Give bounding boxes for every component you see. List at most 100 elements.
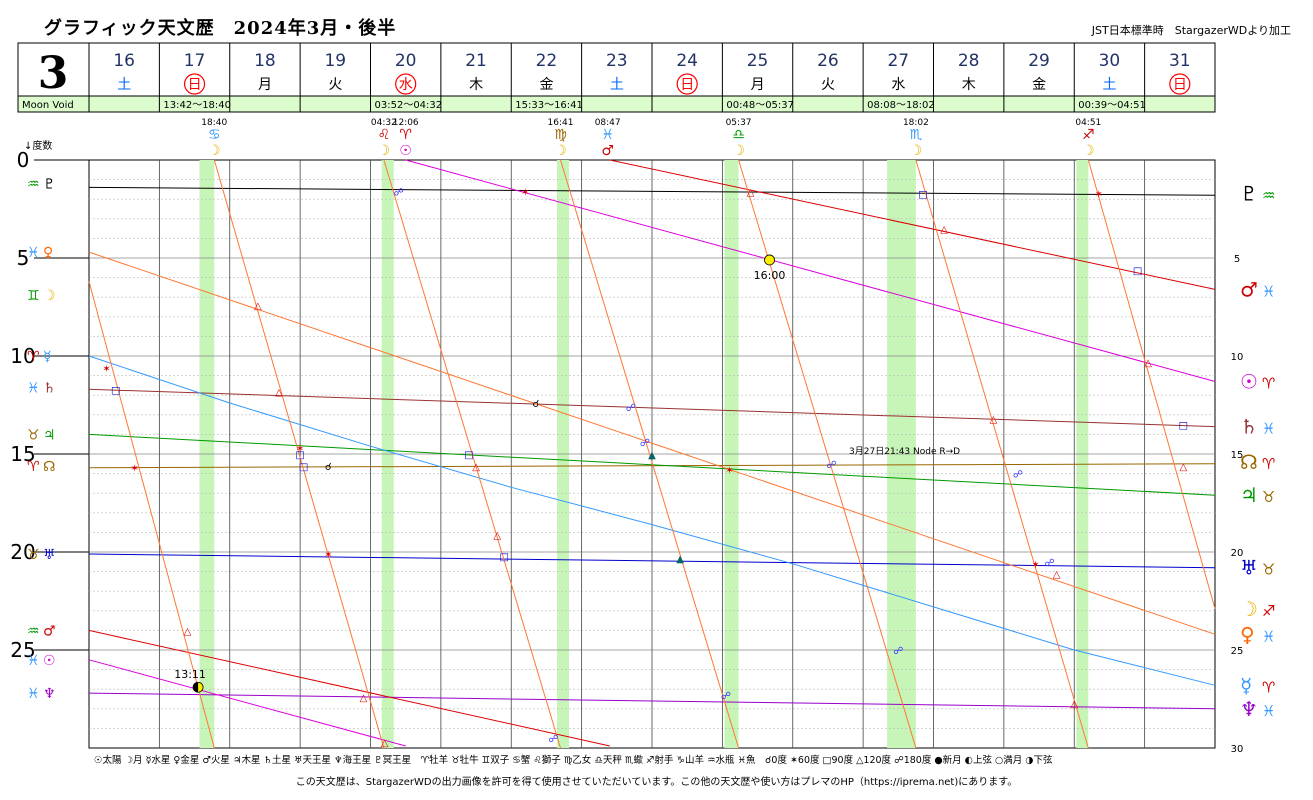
day-of-week: 月 (751, 77, 765, 93)
moon-void-period: 00:39〜04:51 (1078, 100, 1146, 111)
left-body-glyph: ♅ (43, 547, 56, 563)
right-body-glyph: ☿ (1240, 673, 1252, 697)
aspect-mark: ✶ (131, 464, 139, 475)
ingress-sign: ♌ (378, 127, 391, 143)
aspect-mark: □ (464, 450, 473, 461)
planet-line-☊ (88, 463, 1216, 469)
left-body-glyph: ☉ (43, 653, 56, 669)
right-sign-glyph: ♈ (1262, 678, 1275, 696)
right-tick-label: 5 (1234, 254, 1240, 265)
day-number: 30 (1099, 51, 1121, 71)
day-number: 20 (395, 51, 417, 71)
day-of-week: 火 (328, 77, 342, 93)
day-number: 25 (747, 51, 769, 71)
day-of-week: 土 (610, 77, 624, 93)
right-body-glyph: ♇ (1240, 181, 1258, 205)
left-tick-label: 25 (10, 638, 35, 662)
aspect-mark: □ (1133, 266, 1142, 277)
ingress-time: 16:41 (548, 118, 574, 128)
calendar-header-frame (17, 42, 1216, 97)
aspect-mark: ☍ (893, 646, 903, 657)
aspect-mark: □ (111, 385, 120, 396)
right-body-glyph: ♆ (1240, 697, 1258, 721)
planet-line-☉ (88, 659, 406, 747)
left-tick-label: 15 (10, 442, 35, 466)
aspect-mark: □ (499, 552, 508, 563)
left-body-glyph: ☿ (43, 349, 52, 365)
day-number: 16 (113, 51, 135, 71)
left-body-glyph: ♂ (43, 623, 56, 639)
planet-line-☽ (383, 159, 561, 749)
day-of-week: 木 (962, 77, 976, 93)
holiday-circle (1169, 73, 1191, 95)
right-body-glyph: ♃ (1240, 483, 1258, 507)
planet-line-♂ (609, 159, 1216, 290)
left-body-glyph: ♃ (43, 427, 56, 443)
ingress-body: ☽ (1082, 143, 1095, 159)
eclipse-shadow (193, 682, 199, 693)
day-of-week: 木 (469, 77, 483, 93)
day-of-week: 金 (1032, 77, 1046, 93)
aspect-mark: ☍ (826, 460, 836, 471)
aspect-mark: △ (184, 626, 192, 637)
ingress-time: 05:37 (726, 118, 752, 128)
planet-line-☉ (405, 159, 1216, 382)
month-number: 3 (38, 48, 69, 99)
left-body-glyph: ☊ (43, 459, 55, 475)
node-note: 3月27日21:43 Node R→D (849, 446, 960, 457)
aspect-mark: ✶ (1031, 560, 1039, 571)
day-of-week: 金 (539, 77, 553, 93)
right-body-glyph: ♄ (1240, 415, 1258, 439)
y-axis-label: ↓度数 (24, 139, 52, 152)
planet-line-☽ (213, 159, 385, 749)
day-number: 28 (958, 51, 980, 71)
day-of-week: 土 (117, 77, 131, 93)
aspect-mark: △ (1053, 570, 1061, 581)
moon-void-period: 00:48〜05:37 (726, 100, 794, 111)
day-number: 22 (536, 51, 558, 71)
day-number: 17 (184, 51, 206, 71)
day-number: 31 (1169, 51, 1191, 71)
aspect-mark: ▲ (648, 450, 656, 461)
day-of-week: 日 (188, 77, 202, 93)
ingress-sign: ♋ (208, 127, 221, 143)
ingress-body: ☽ (554, 143, 567, 159)
right-body-glyph: ☊ (1240, 450, 1258, 474)
aspect-mark: △ (275, 387, 283, 398)
left-tick-label: 0 (17, 148, 30, 172)
planet-line-☽ (560, 159, 740, 749)
left-sign-glyph: ♒ (27, 623, 40, 639)
ingress-sign: ♎ (732, 127, 745, 143)
day-of-week: 日 (1173, 77, 1187, 93)
aspect-mark: △ (1179, 462, 1187, 473)
ingress-body: ☽ (910, 143, 923, 159)
day-number: 26 (817, 51, 839, 71)
left-body-glyph: ☽ (43, 288, 56, 304)
right-sign-glyph: ♒ (1262, 186, 1275, 204)
ingress-time: 18:02 (903, 118, 929, 128)
right-body-glyph: ♅ (1240, 556, 1258, 580)
right-body-glyph: ☉ (1240, 369, 1258, 393)
right-body-glyph: ♂ (1240, 277, 1258, 301)
aspect-mark: △ (989, 415, 997, 426)
right-tick-label: 30 (1231, 744, 1244, 755)
planet-line-♃ (88, 433, 1216, 496)
aspect-mark: ☌ (533, 399, 540, 410)
moon-void-label: Moon Void (22, 100, 74, 111)
left-sign-glyph: ♓ (27, 245, 40, 261)
aspect-mark: □ (918, 189, 927, 200)
left-body-glyph: ♆ (43, 686, 56, 702)
planet-line-☽ (915, 159, 1089, 749)
full-moon-marker (764, 254, 775, 266)
aspect-mark: ✶ (102, 364, 110, 375)
right-tick-label: 15 (1231, 450, 1244, 461)
day-number: 21 (465, 51, 487, 71)
holiday-circle (395, 73, 417, 95)
right-sign-glyph: ♓ (1262, 627, 1275, 645)
left-sign-glyph: ♉ (27, 427, 40, 443)
aspect-mark: △ (493, 530, 501, 541)
day-number: 24 (676, 51, 698, 71)
moon-void-period: 03:52〜04:32 (375, 100, 443, 111)
right-sign-glyph: ♓ (1262, 282, 1275, 300)
